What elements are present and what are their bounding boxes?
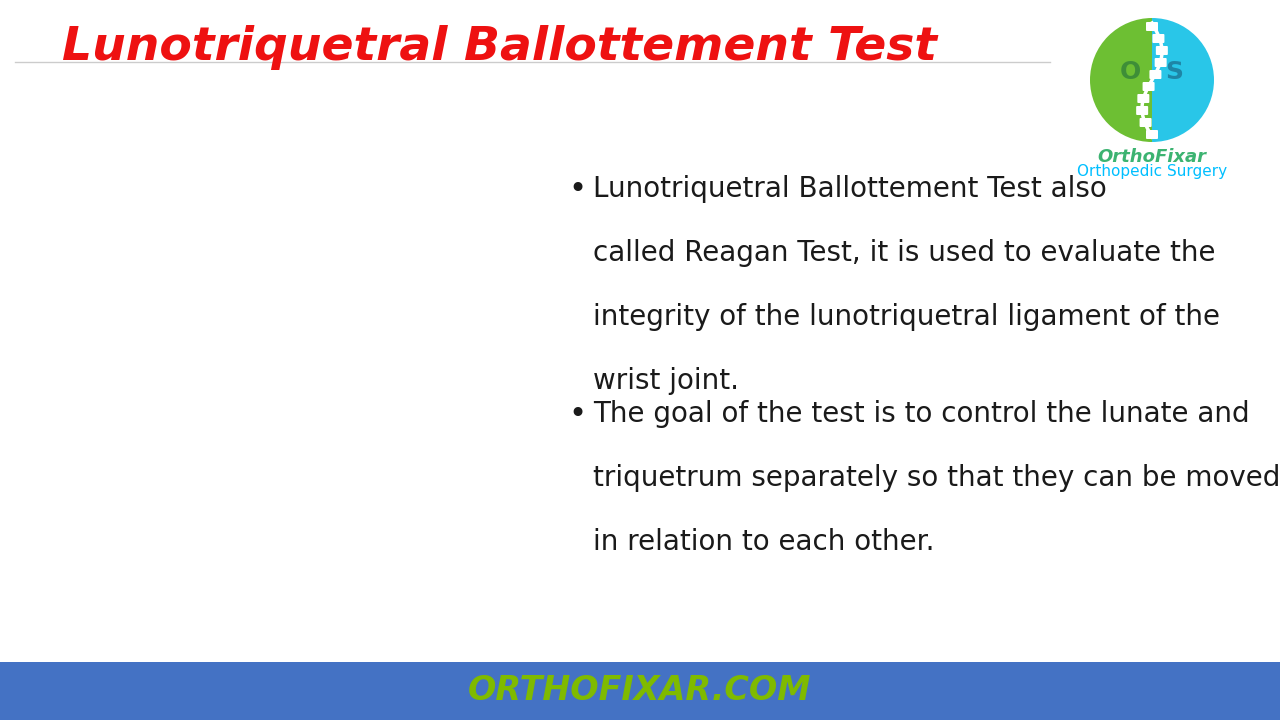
FancyBboxPatch shape	[1149, 70, 1161, 79]
FancyBboxPatch shape	[1137, 106, 1148, 115]
Text: Lunotriquetral Ballottement Test also: Lunotriquetral Ballottement Test also	[593, 175, 1107, 203]
Text: Lunotriquetral Ballottement Test: Lunotriquetral Ballottement Test	[63, 25, 937, 70]
Text: integrity of the lunotriquetral ligament of the: integrity of the lunotriquetral ligament…	[593, 303, 1220, 331]
Text: called Reagan Test, it is used to evaluate the: called Reagan Test, it is used to evalua…	[593, 239, 1216, 267]
Text: triquetrum separately so that they can be moved: triquetrum separately so that they can b…	[593, 464, 1280, 492]
FancyBboxPatch shape	[1146, 130, 1158, 139]
Text: wrist joint.: wrist joint.	[593, 367, 739, 395]
FancyBboxPatch shape	[1146, 22, 1158, 31]
FancyBboxPatch shape	[1143, 82, 1155, 91]
Text: ORTHOFIXAR.COM: ORTHOFIXAR.COM	[468, 675, 812, 708]
FancyBboxPatch shape	[1139, 118, 1152, 127]
FancyBboxPatch shape	[1156, 46, 1167, 55]
Text: •: •	[568, 400, 586, 429]
Text: in relation to each other.: in relation to each other.	[593, 528, 934, 556]
Text: •: •	[568, 175, 586, 204]
Text: S: S	[1165, 60, 1183, 84]
Wedge shape	[1152, 18, 1213, 142]
Text: Orthopedic Surgery: Orthopedic Surgery	[1076, 164, 1228, 179]
FancyBboxPatch shape	[1152, 34, 1165, 43]
Text: The goal of the test is to control the lunate and: The goal of the test is to control the l…	[593, 400, 1249, 428]
Wedge shape	[1091, 18, 1152, 142]
FancyBboxPatch shape	[1155, 58, 1166, 67]
FancyBboxPatch shape	[0, 662, 1280, 720]
FancyBboxPatch shape	[1138, 94, 1149, 103]
Text: OrthoFixar: OrthoFixar	[1097, 148, 1207, 166]
Text: O: O	[1120, 60, 1140, 84]
